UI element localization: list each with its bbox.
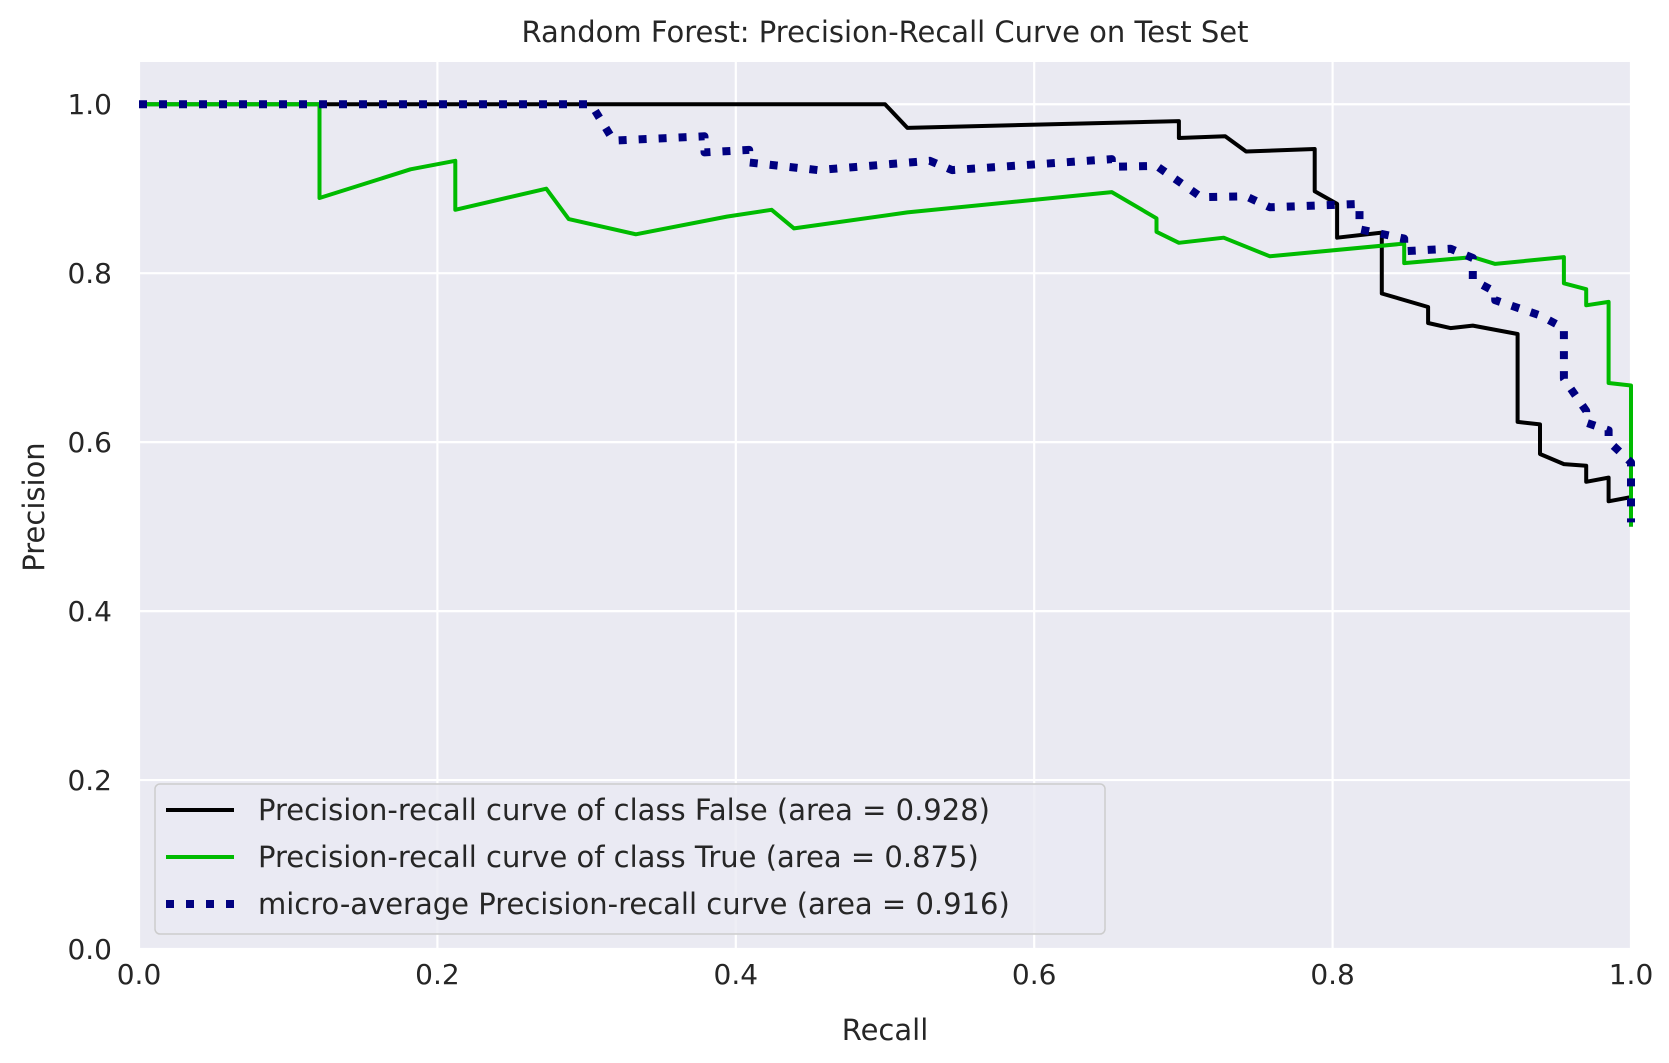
x-tick-label: 0.0 [117,958,162,991]
chart-title: Random Forest: Precision-Recall Curve on… [522,15,1249,49]
legend-label-micro-average: micro-average Precision-recall curve (ar… [258,887,1010,921]
y-tick-labels: 0.0 0.2 0.4 0.6 0.8 1.0 [67,88,112,966]
legend-label-false: Precision-recall curve of class False (a… [258,793,990,827]
legend-label-true: Precision-recall curve of class True (ar… [258,840,979,874]
y-tick-label: 0.8 [67,257,112,290]
y-tick-label: 0.4 [67,595,112,628]
series-line-true [139,102,1633,527]
series-line-micro-average [139,100,1635,523]
series-line-false [139,102,1633,527]
x-tick-label: 0.2 [415,958,460,991]
legend-frame [154,783,1106,935]
x-tick-label: 1.0 [1609,958,1654,991]
legend: Precision-recall curve of class False (a… [154,783,1106,935]
series-group [139,100,1635,527]
x-tick-label: 0.4 [714,958,759,991]
y-tick-label: 0.6 [67,426,112,459]
y-tick-label: 1.0 [67,88,112,121]
x-tick-label: 0.6 [1012,958,1057,991]
y-tick-label: 0.2 [67,764,112,797]
y-tick-label: 0.0 [67,933,112,966]
x-tick-label: 0.8 [1310,958,1355,991]
x-tick-labels: 0.0 0.2 0.4 0.6 0.8 1.0 [117,958,1654,991]
y-axis-label: Precision [17,442,51,571]
x-axis-label: Recall [842,1013,929,1047]
